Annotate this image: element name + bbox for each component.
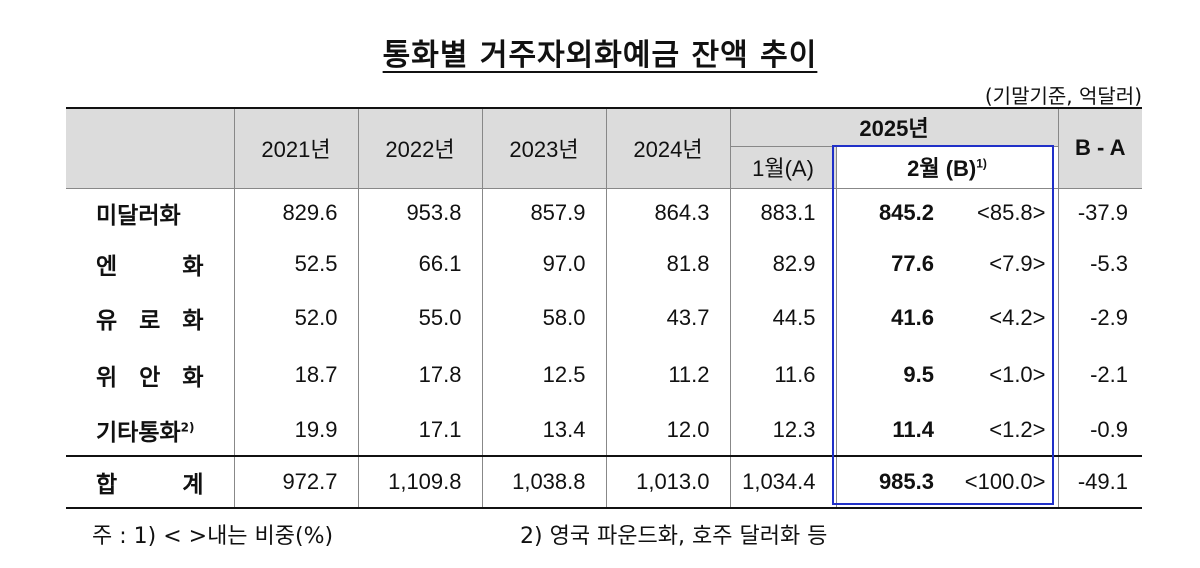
footnote-1: 주 : 1) < >내는 비중(%)	[92, 524, 334, 549]
value-cell: 12.3	[730, 404, 837, 456]
value-cell: 1,109.8	[358, 455, 483, 509]
table-row: 유 로 화 52.0 55.0 58.0 43.7 44.5 41.6 <4.2> -2.9	[66, 290, 1142, 346]
value-cell: 97.0	[482, 238, 607, 290]
row-label-note: 2)	[180, 419, 195, 434]
value-cell: 82.9	[730, 238, 837, 290]
diff-cell: -37.9	[1077, 200, 1129, 226]
total-row: 합 계 972.7 1,109.8 1,038.8 1,013.0 1,034.4 985.3…	[66, 455, 1143, 509]
value-cell: 55.0	[358, 290, 483, 346]
value-cell: 81.8	[606, 238, 731, 290]
header-blank	[66, 107, 235, 189]
header-2024: 2024년	[606, 107, 731, 189]
value-cell: 864.3	[606, 188, 731, 238]
row-label-char: 화	[182, 308, 204, 334]
feb-value-cell: 845.2	[878, 200, 934, 226]
value-cell: 52.5	[234, 238, 359, 290]
value-cell: 43.7	[606, 290, 731, 346]
value-cell: 12.0	[606, 404, 731, 456]
value-cell: 829.6	[234, 188, 359, 238]
value-cell: 11.6	[730, 346, 837, 404]
row-label-char: 화	[182, 365, 204, 391]
value-cell: 13.4	[482, 404, 607, 456]
feb-value-cell: 41.6	[891, 305, 934, 330]
value-cell: 44.5	[730, 290, 837, 346]
footnote-2: 2) 영국 파운드화, 호주 달러화 등	[520, 524, 828, 549]
header-2023: 2023년	[482, 107, 607, 189]
table-row: 기타통화2) 19.9 17.1 13.4 12.0 12.3 11.4 <1.2> -0.9	[66, 404, 1142, 456]
feb-value-cell: 77.6	[891, 251, 934, 276]
row-label-char: 계	[182, 472, 204, 498]
table-row: 엔 화 52.5 66.1 97.0 81.8 82.9 77.6 <7.9> -5.3	[66, 238, 1142, 290]
diff-cell: -49.1	[1058, 455, 1143, 509]
share-cell: <1.0>	[942, 346, 1059, 404]
row-label-text: 기타통화	[96, 419, 181, 446]
value-cell: 52.0	[234, 290, 359, 346]
row-label-char: 엔	[96, 254, 118, 280]
diff-cell: -2.9	[1090, 305, 1129, 330]
value-cell: 857.9	[482, 188, 607, 238]
share-cell: <1.2>	[942, 404, 1059, 456]
row-label-char: 로	[139, 308, 161, 334]
deposit-table: 2021년 2022년 2023년 2024년 2025년 B - A 1월(A…	[66, 107, 1143, 509]
row-label-char: 합	[96, 472, 118, 498]
header-jan: 1월(A)	[730, 146, 837, 189]
diff-cell: -2.1	[1090, 362, 1129, 387]
header-2025: 2025년	[730, 107, 1059, 147]
header-feb: 2월 (B)1)	[836, 146, 1059, 189]
value-cell: 12.5	[482, 346, 607, 404]
header-2022: 2022년	[358, 107, 483, 189]
feb-value-cell: 9.5	[903, 362, 934, 387]
share-cell: <7.9>	[942, 238, 1059, 290]
header-diff: B - A	[1058, 107, 1143, 189]
value-cell: 1,034.4	[730, 455, 837, 509]
value-cell: 972.7	[234, 455, 359, 509]
row-label-char: 안	[139, 365, 161, 391]
unit-label: (기말기준, 억달러)	[984, 84, 1142, 108]
header-2021: 2021년	[234, 107, 359, 189]
row-label: 미달러화	[66, 188, 235, 238]
feb-value-cell: 11.4	[892, 416, 934, 442]
row-label-char: 유	[96, 308, 118, 334]
row-label-char: 화	[182, 254, 204, 280]
table-row: 미달러화 829.6 953.8 857.9 864.3 883.1 845.2 <85.8>…	[66, 188, 1142, 238]
value-cell: 17.1	[358, 404, 483, 456]
feb-value-cell: 985.3	[836, 455, 942, 509]
row-label-text: 미달러화	[96, 203, 181, 230]
value-cell: 1,038.8	[482, 455, 607, 509]
value-cell: 17.8	[358, 346, 483, 404]
value-cell: 11.2	[606, 346, 731, 404]
value-cell: 19.9	[234, 404, 359, 456]
value-cell: 66.1	[358, 238, 483, 290]
share-cell: <100.0>	[942, 455, 1059, 509]
value-cell: 1,013.0	[606, 455, 731, 509]
page-title: 통화별 거주자외화예금 잔액 추이	[382, 38, 818, 73]
row-label: 기타통화2)	[66, 404, 235, 456]
share-cell: <4.2>	[942, 290, 1059, 346]
diff-cell: -0.9	[1090, 416, 1129, 442]
table-row: 위 안 화 18.7 17.8 12.5 11.2 11.6 9.5 <1.0> -2.1	[66, 346, 1142, 404]
diff-cell: -5.3	[1090, 251, 1129, 276]
value-cell: 953.8	[358, 188, 483, 238]
value-cell: 18.7	[234, 346, 359, 404]
row-label-char: 위	[96, 365, 118, 391]
share-cell: <85.8>	[942, 188, 1059, 238]
value-cell: 58.0	[482, 290, 607, 346]
value-cell: 883.1	[730, 188, 837, 238]
